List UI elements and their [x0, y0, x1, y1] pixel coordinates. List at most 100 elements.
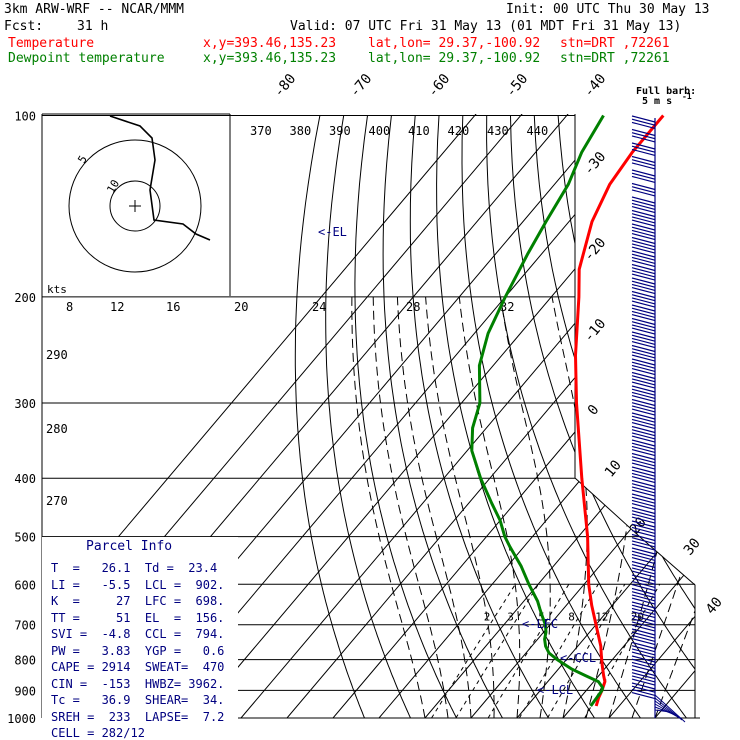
barb-legend-line1: Full barb: [636, 86, 696, 97]
wind-barb [631, 493, 656, 511]
hodo-trace [109, 115, 211, 241]
fcst-label: Fcst: [4, 19, 44, 34]
dry-adiabat [581, 115, 695, 718]
wind-barb [631, 587, 656, 605]
hodo-speed-tick: 28 [406, 300, 420, 314]
wind-barb [631, 250, 656, 268]
theta-label-left: 290 [46, 348, 68, 362]
moist-adiabat [396, 296, 472, 718]
wind-barb [631, 155, 656, 170]
valid-time: Valid: 07 UTC Fri 31 May 13 (01 MDT Fri … [290, 19, 682, 34]
isotherm [286, 114, 695, 718]
dry-adiabat [605, 115, 695, 718]
isotherm [240, 114, 695, 718]
moist-adiabat [631, 296, 695, 718]
isotherm-label: -60 [425, 71, 454, 101]
wind-barb [631, 560, 656, 578]
theta-label-top: 440 [527, 124, 549, 138]
dew-xy: x,y=393.46,135.23 [203, 51, 337, 66]
moist-adiabat [351, 296, 426, 718]
mixing-ratio-line [518, 584, 599, 718]
theta-label-left: 280 [46, 422, 68, 436]
parcel-info-row: T = 26.1 Td = 23.4 [51, 561, 218, 575]
mixing-ratio-label: 8 [568, 611, 575, 624]
wind-barb [631, 371, 656, 389]
theta-label-left: 270 [46, 494, 68, 508]
barb-legend: Full barb: 5 m s -1 [636, 86, 696, 107]
theta-label-top: 370 [250, 124, 272, 138]
barb-legend-sup: -1 [682, 92, 692, 101]
dry-adiabat [653, 115, 695, 718]
wind-barb [631, 425, 656, 443]
isotherm-label: 40 [703, 594, 726, 617]
wind-barb [631, 412, 656, 430]
wind-barb [631, 317, 656, 335]
level-marker: <-LCL [537, 683, 573, 697]
theta-label-top: 380 [290, 124, 312, 138]
moist-adiabat [372, 296, 449, 718]
hodo-speed-tick: 8 [66, 300, 73, 314]
temp-xy: x,y=393.46,135.23 [203, 36, 337, 51]
hodograph: 5 10 kts [41, 113, 231, 296]
wind-barb [631, 290, 656, 308]
mixing-ratio-line [547, 584, 626, 718]
wind-barb [631, 223, 656, 241]
wind-barb [631, 655, 656, 673]
wind-barb [631, 520, 656, 538]
parcel-info-row: CIN = -153 HWBZ= 3962. [51, 676, 225, 691]
pressure-label-400: 400 [14, 472, 36, 486]
hodo-ring-label-inner: 10 [104, 178, 122, 196]
dry-adiabats [294, 115, 740, 731]
dry-adiabat [725, 116, 740, 731]
isotherm [654, 114, 695, 718]
theta-label-top: 430 [487, 124, 509, 138]
model-title: 3km ARW-WRF -- NCAR/MMM [4, 2, 185, 17]
level-marker: <-CCL [560, 651, 596, 665]
isotherm [701, 60, 740, 718]
pressure-label-100: 100 [14, 110, 36, 124]
moist-adiabat [500, 296, 551, 718]
wind-barb [631, 344, 656, 362]
mixing-ratio-line [431, 584, 516, 718]
level-marker: <-LFC [522, 617, 558, 631]
wind-barb [631, 506, 656, 524]
isotherm [470, 114, 695, 718]
dry-adiabat [294, 115, 371, 718]
legend-temperature: Temperature [8, 36, 95, 51]
wind-barb [631, 668, 656, 686]
wind-barb [631, 574, 656, 592]
isotherm-label: -80 [271, 71, 300, 101]
isotherm [424, 114, 695, 718]
wind-barbs [631, 115, 686, 723]
wind-barb [631, 398, 656, 416]
wind-barb [631, 128, 656, 143]
parcel-info-row: SREH = 233 LAPSE= 7.2 [51, 709, 225, 724]
pressure-label-300: 300 [14, 397, 36, 411]
mixing-ratio-label: 3 [507, 611, 514, 624]
pressure-label-600: 600 [14, 578, 36, 592]
wind-barb [631, 331, 656, 349]
dewpoint-profile [470, 114, 605, 707]
pressure-label-900: 900 [14, 684, 36, 698]
surface-wind-barb [654, 709, 671, 713]
surface-wind-barb [654, 694, 686, 723]
parcel-info-row: Tc = 36.9 SHEAR= 34. [51, 693, 225, 707]
hodo-ring-label-outer: 5 [75, 153, 90, 165]
wind-barb [631, 304, 656, 322]
isotherm [194, 114, 695, 718]
parcel-info-row: CAPE = 2914 SWEAT= 470 [51, 660, 225, 674]
wind-barb [631, 196, 656, 214]
wind-barb [631, 628, 656, 646]
mixing-ratio-label: 2 [484, 611, 491, 624]
wind-barb [631, 209, 656, 227]
pressure-label-500: 500 [14, 531, 36, 545]
isotherm [562, 114, 695, 718]
dry-adiabat [461, 115, 651, 718]
wind-barb [631, 182, 656, 197]
parcel-info-row: PW = 3.83 YGP = 0.6 [51, 643, 225, 658]
wind-barb [631, 479, 656, 497]
parcel-info-row: TT = 51 EL = 156. [51, 610, 225, 625]
hodo-speed-tick: 20 [234, 300, 248, 314]
level-marker: <-EL [318, 225, 347, 239]
temperature-profile [574, 114, 665, 707]
